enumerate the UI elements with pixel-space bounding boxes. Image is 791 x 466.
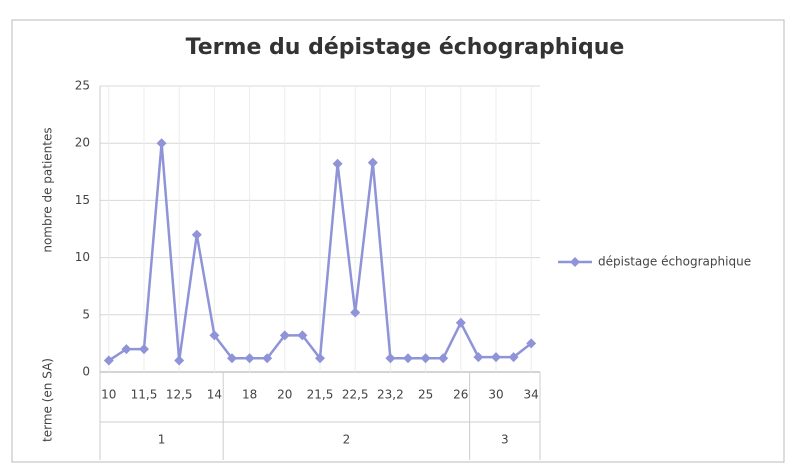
data-point (244, 353, 255, 364)
data-point (403, 353, 413, 364)
y-tick-label: 25 (75, 79, 90, 93)
data-point (156, 138, 167, 149)
y-tick-label: 10 (75, 250, 90, 264)
x-tick-label: 14 (207, 388, 222, 402)
y-tick-label: 15 (75, 193, 90, 207)
x-tick-label: 21,5 (307, 388, 334, 402)
x-tick-label: 25 (418, 388, 433, 402)
data-point (191, 229, 202, 240)
x-tick-label: 22,5 (342, 388, 369, 402)
x-tick-label: 23,2 (377, 388, 404, 402)
x-tick-label: 12,5 (166, 388, 193, 402)
x-axis-title: terme (en SA) (41, 358, 55, 442)
x-tick-label: 30 (488, 388, 503, 402)
group-label: 2 (343, 433, 351, 447)
y-tick-label: 5 (82, 307, 90, 321)
data-point (385, 353, 396, 364)
x-tick-label: 18 (242, 388, 257, 402)
data-point (174, 355, 185, 366)
data-point (455, 317, 466, 328)
data-point (279, 330, 290, 341)
x-tick-label: 26 (453, 388, 468, 402)
data-point (367, 157, 378, 168)
x-tick-label: 34 (524, 388, 539, 402)
y-tick-label: 20 (75, 136, 90, 150)
group-label: 1 (158, 433, 166, 447)
y-tick-label: 0 (82, 365, 90, 379)
data-point (262, 353, 273, 364)
data-point (473, 352, 484, 363)
data-point (420, 353, 431, 364)
y-axis-title: nombre de patientes (41, 127, 55, 252)
data-point (315, 353, 325, 364)
data-point (139, 344, 149, 355)
x-tick-label: 20 (277, 388, 292, 402)
data-point (350, 307, 361, 318)
legend-label: dépistage échographique (598, 255, 751, 269)
x-tick-label: 11,5 (131, 388, 158, 402)
data-point (227, 353, 237, 364)
data-point (332, 158, 343, 169)
data-point (526, 338, 537, 349)
data-point (209, 330, 220, 341)
chart-title: Terme du dépistage échographique (186, 35, 625, 60)
data-point (121, 344, 132, 355)
legend-marker (570, 257, 580, 267)
chart-border (11, 19, 785, 463)
group-label: 3 (501, 433, 509, 447)
data-point (508, 352, 519, 363)
x-tick-label: 10 (101, 388, 116, 402)
data-point (297, 330, 308, 341)
data-point (491, 352, 501, 363)
data-point (103, 355, 114, 366)
data-point (438, 353, 449, 364)
